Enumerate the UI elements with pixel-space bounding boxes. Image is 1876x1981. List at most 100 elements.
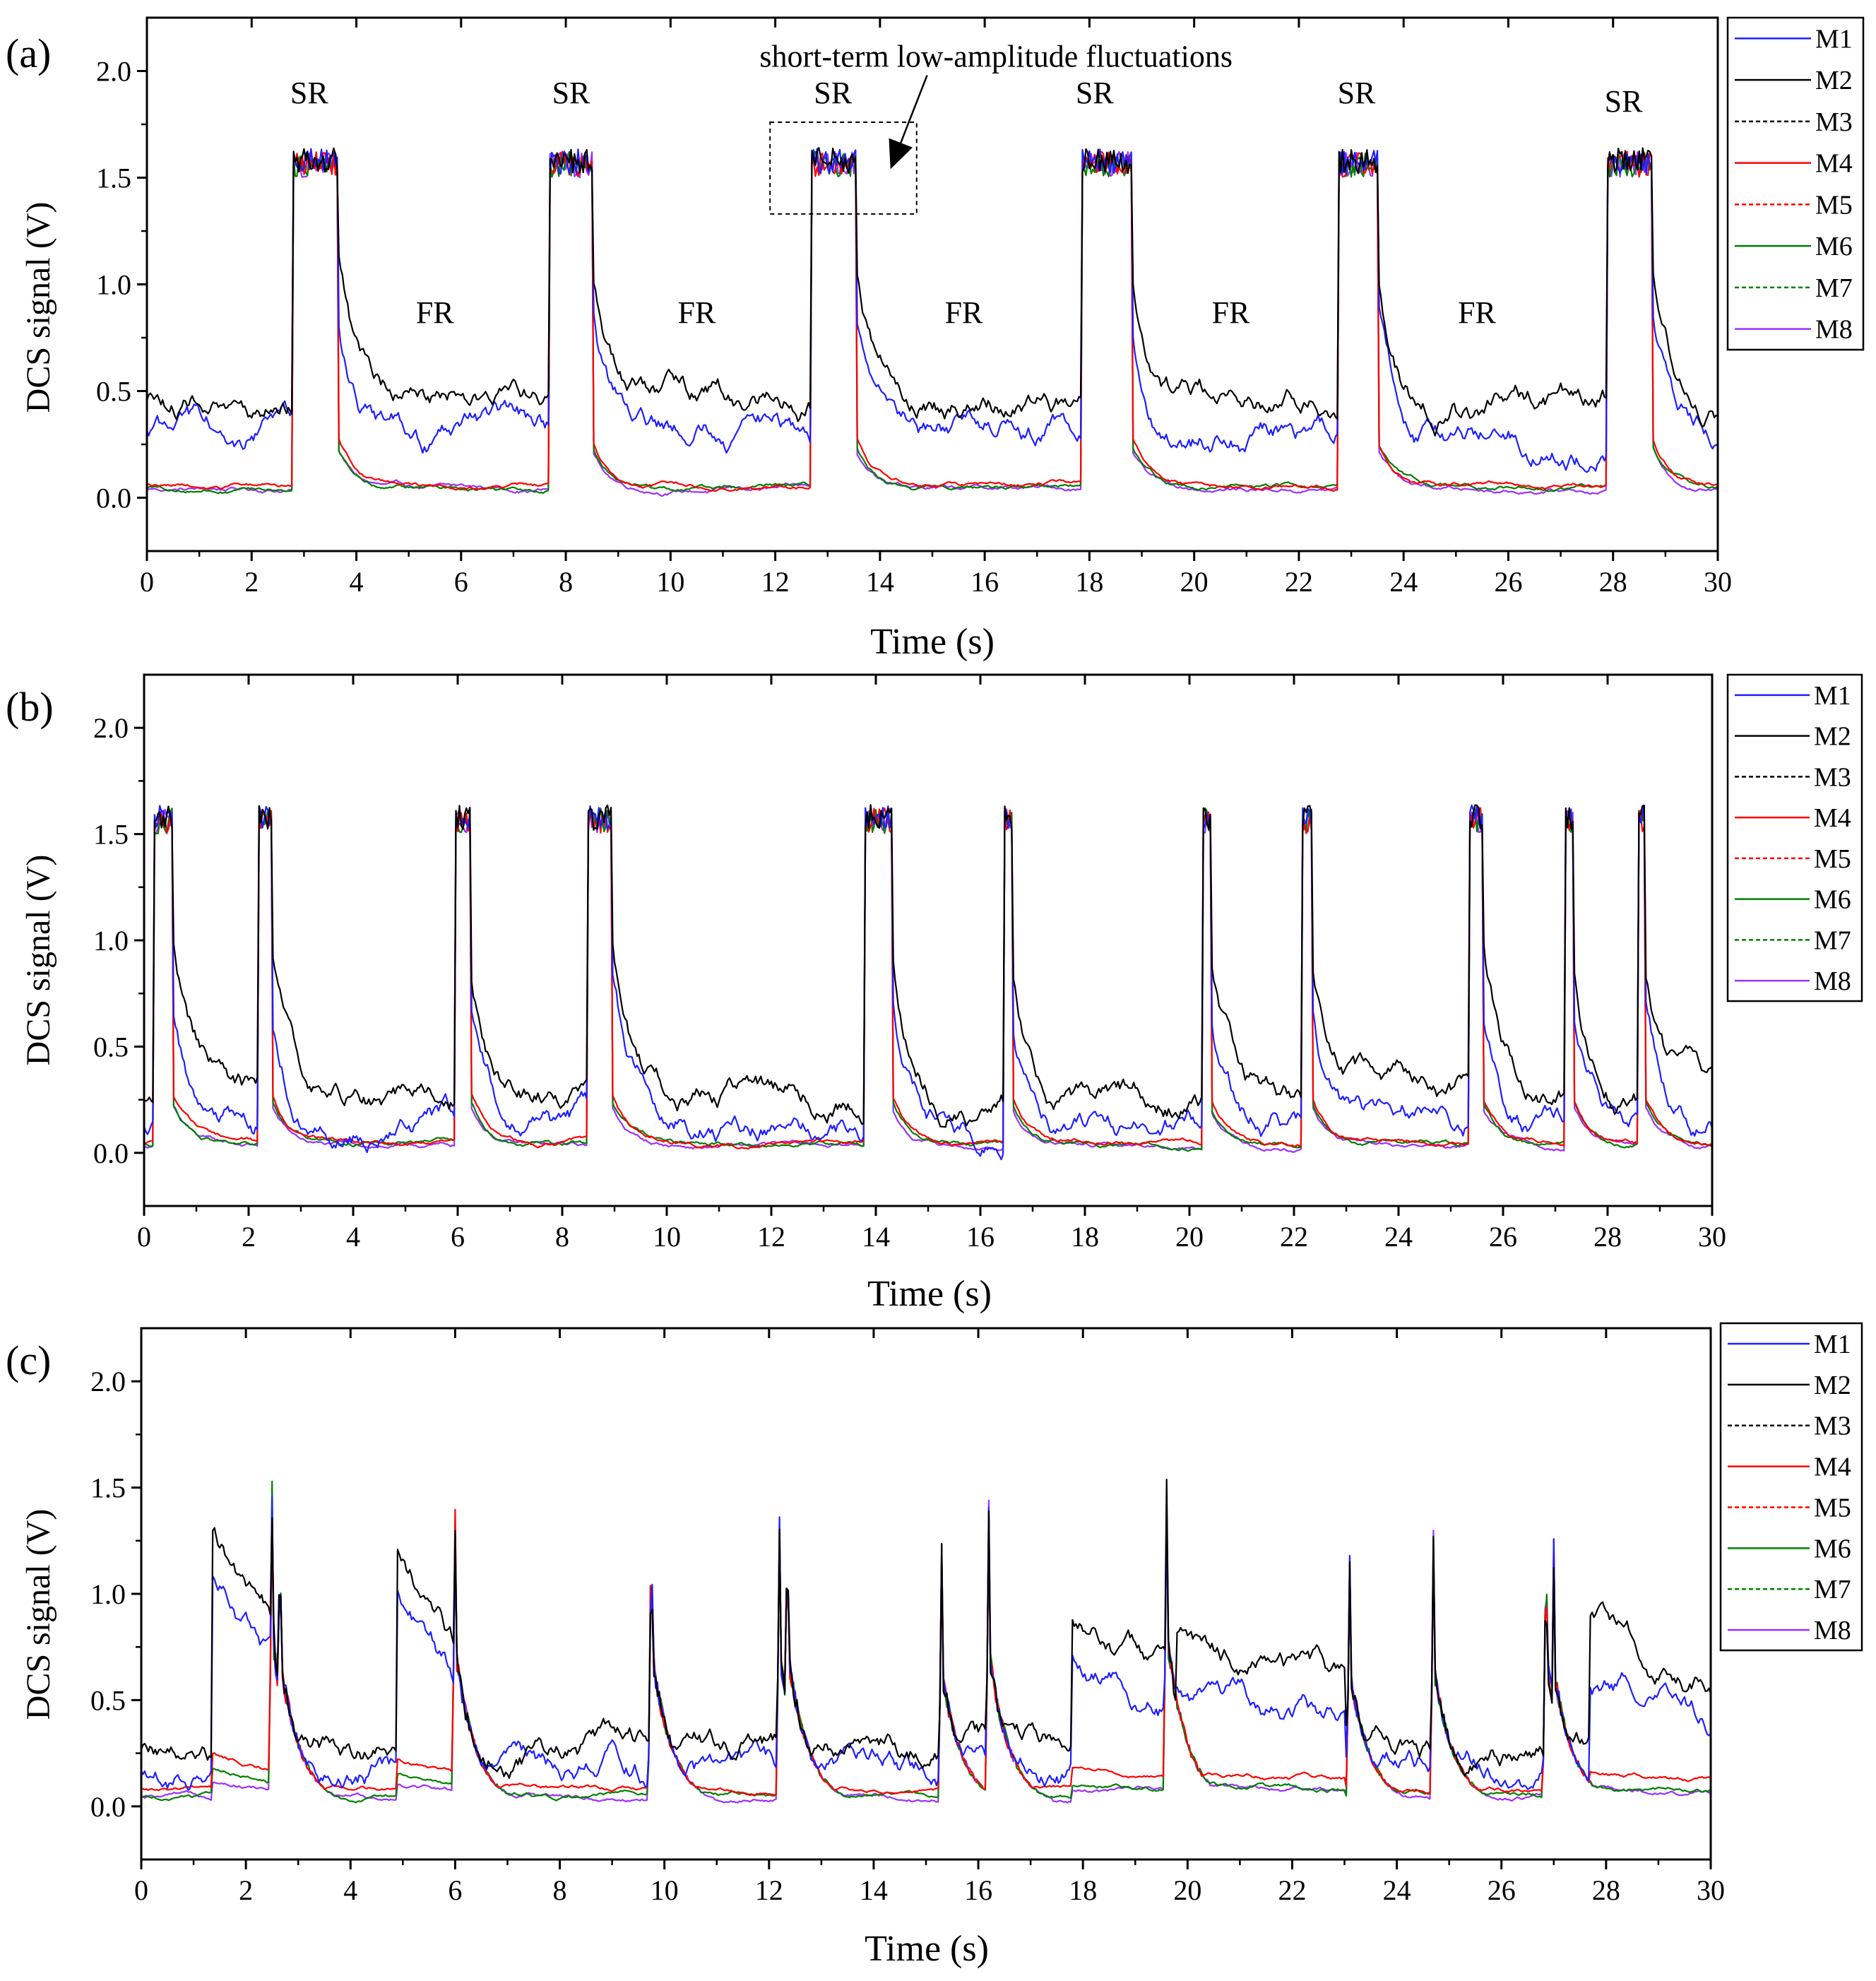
legend-label-m6: M6 bbox=[1815, 232, 1853, 261]
x-tick-label: 0 bbox=[134, 1874, 148, 1906]
x-tick-label: 12 bbox=[761, 566, 790, 598]
y-tick-label: 0.5 bbox=[96, 376, 131, 408]
x-tick-label: 12 bbox=[755, 1874, 783, 1906]
legend-label-m7: M7 bbox=[1814, 926, 1851, 955]
x-tick-label: 16 bbox=[964, 1874, 992, 1906]
y-tick-label: 0.0 bbox=[93, 1137, 129, 1169]
legend-box bbox=[1719, 1322, 1863, 1652]
y-tick-label: 2.0 bbox=[93, 712, 129, 744]
annotation-fr-5: FR bbox=[1458, 295, 1496, 330]
y-tick-label: 2.0 bbox=[90, 1366, 126, 1397]
legend-label-m5: M5 bbox=[1814, 844, 1851, 874]
legend-label-m6: M6 bbox=[1814, 1534, 1851, 1563]
series-layer bbox=[143, 804, 1714, 1161]
x-tick-label: 2 bbox=[242, 1221, 256, 1253]
x-tick-label: 24 bbox=[1383, 1874, 1411, 1906]
x-tick-label: 4 bbox=[346, 1221, 360, 1253]
legend-label-m1: M1 bbox=[1814, 1330, 1851, 1359]
series-m4 bbox=[146, 150, 1718, 492]
x-tick-label: 20 bbox=[1173, 1874, 1201, 1906]
y-tick-label: 2.0 bbox=[96, 56, 131, 88]
series-m8 bbox=[146, 150, 1718, 497]
legend-label-m3: M3 bbox=[1814, 762, 1851, 792]
x-tick-label: 6 bbox=[451, 1221, 465, 1253]
x-tick-label: 18 bbox=[1071, 1221, 1099, 1253]
y-tick-label: 1.0 bbox=[96, 269, 131, 301]
x-tick-label: 30 bbox=[1698, 1221, 1726, 1253]
x-tick-label: 16 bbox=[966, 1221, 995, 1253]
annotation-fr-2: FR bbox=[677, 295, 716, 330]
y-tick-label: 1.5 bbox=[90, 1472, 126, 1504]
legend-label-m5: M5 bbox=[1814, 1493, 1851, 1522]
x-axis-label: Time (s) bbox=[865, 1929, 989, 1969]
highlight-box bbox=[769, 121, 918, 215]
legend-label-m3: M3 bbox=[1815, 107, 1853, 137]
y-tick-label: 1.5 bbox=[93, 819, 129, 851]
legend-label-m4: M4 bbox=[1814, 1453, 1851, 1482]
y-axis-label: DCS signal (V) bbox=[20, 855, 57, 1066]
x-axis-label: Time (s) bbox=[870, 622, 995, 662]
annotation-fr-3: FR bbox=[945, 295, 983, 330]
legend-label-m7: M7 bbox=[1814, 1575, 1851, 1604]
x-tick-label: 14 bbox=[860, 1874, 888, 1906]
y-axis-label: DCS signal (V) bbox=[20, 202, 57, 413]
x-tick-label: 4 bbox=[350, 566, 364, 598]
annotation-sr-4: SR bbox=[1076, 76, 1114, 110]
x-tick-label: 16 bbox=[970, 566, 999, 598]
x-tick-label: 2 bbox=[239, 1874, 253, 1906]
legend-label-m6: M6 bbox=[1814, 885, 1851, 915]
x-tick-label: 12 bbox=[757, 1221, 785, 1253]
x-tick-label: 8 bbox=[559, 566, 573, 598]
legend-label-m7: M7 bbox=[1815, 273, 1853, 303]
x-tick-label: 24 bbox=[1389, 566, 1418, 598]
series-m2 bbox=[143, 804, 1713, 1128]
x-tick-label: 10 bbox=[653, 1221, 681, 1253]
legend-label-m3: M3 bbox=[1814, 1412, 1851, 1441]
x-tick-label: 26 bbox=[1488, 1874, 1516, 1906]
legend: M1 M2 M3 M4 M5 M6 M7 M8 bbox=[1719, 1322, 1863, 1652]
panel-label: (a) bbox=[6, 30, 51, 76]
x-tick-label: 30 bbox=[1697, 1874, 1725, 1906]
x-tick-label: 8 bbox=[553, 1874, 567, 1906]
legend-label-m4: M4 bbox=[1815, 149, 1853, 179]
annotation-sr-6: SR bbox=[1605, 84, 1643, 119]
series-m1 bbox=[143, 804, 1714, 1161]
y-tick-label: 1.5 bbox=[96, 162, 131, 194]
panel-c: (c) DCS signal (V) Time (s) M1 M2 M3 M4 … bbox=[6, 1322, 1863, 1969]
series-layer bbox=[146, 147, 1718, 497]
x-tick-label: 18 bbox=[1069, 1874, 1097, 1906]
x-tick-label: 24 bbox=[1384, 1221, 1413, 1253]
legend-box bbox=[1726, 16, 1865, 351]
x-tick-label: 22 bbox=[1278, 1874, 1306, 1906]
annotation-fluctuations: short-term low-amplitude fluctuations bbox=[759, 39, 1233, 73]
legend-label-m8: M8 bbox=[1814, 966, 1851, 996]
annotation-sr-3: SR bbox=[814, 76, 852, 110]
legend: M1 M2 M3 M4 M5 M6 M7 M8 bbox=[1726, 16, 1865, 351]
y-tick-label: 0.0 bbox=[96, 483, 131, 514]
x-tick-label: 22 bbox=[1280, 1221, 1308, 1253]
x-tick-label: 2 bbox=[244, 566, 259, 598]
x-tick-label: 18 bbox=[1075, 566, 1103, 598]
annotation-fr-1: FR bbox=[416, 295, 454, 330]
x-tick-label: 14 bbox=[866, 566, 894, 598]
legend-label-m1: M1 bbox=[1814, 681, 1851, 711]
x-tick-label: 26 bbox=[1494, 566, 1522, 598]
x-tick-label: 8 bbox=[555, 1221, 569, 1253]
series-m4 bbox=[143, 807, 1713, 1150]
annotation-arrow-head bbox=[889, 138, 913, 170]
legend-label-m8: M8 bbox=[1814, 1616, 1851, 1645]
x-tick-label: 28 bbox=[1593, 1221, 1622, 1253]
annotation-arrow-shaft bbox=[900, 75, 928, 143]
x-tick-label: 10 bbox=[651, 1874, 679, 1906]
x-tick-label: 20 bbox=[1175, 1221, 1204, 1253]
x-axis-label: Time (s) bbox=[867, 1274, 992, 1314]
x-tick-label: 28 bbox=[1599, 566, 1627, 598]
legend-label-m2: M2 bbox=[1814, 1371, 1851, 1400]
panel-b: (b) DCS signal (V) Time (s) M1 M2 M3 M4 … bbox=[6, 673, 1863, 1314]
y-tick-label: 0.5 bbox=[93, 1031, 129, 1063]
legend-label-m4: M4 bbox=[1814, 803, 1851, 833]
x-tick-label: 26 bbox=[1489, 1221, 1517, 1253]
x-tick-label: 4 bbox=[343, 1874, 357, 1906]
